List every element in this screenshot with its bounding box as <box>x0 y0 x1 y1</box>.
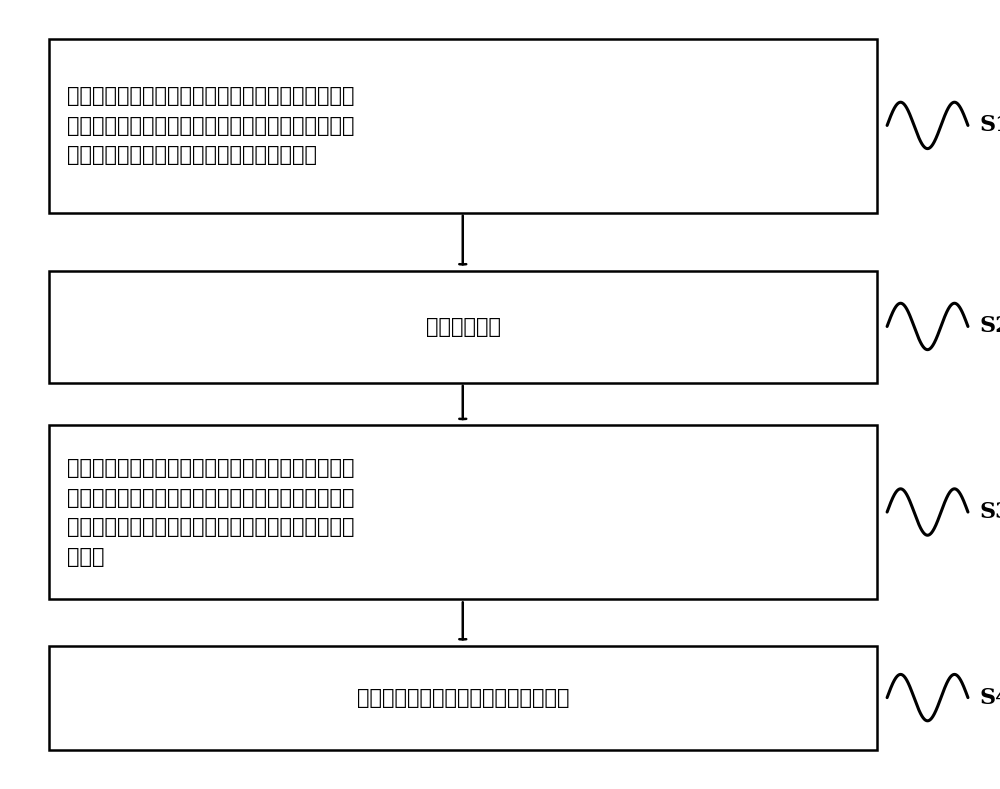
Text: 输入待判定图像，得到细胞核分割结果: 输入待判定图像，得到细胞核分割结果 <box>357 688 570 708</box>
Text: 获取原始内窥镜图像，对内窥镜图像进行细胞核的像
素级标注，获取细胞核的掩码图像，并掩码图像与内
窥镜图像一并分成训练集、验证集以及测试集: 获取原始内窥镜图像，对内窥镜图像进行细胞核的像 素级标注，获取细胞核的掩码图像，… <box>67 86 354 166</box>
Text: S2: S2 <box>980 316 1000 338</box>
Text: 训练数据集进行数据增强后输入至所述卷积神经网络
中进行迭代训练，并使用验证集判断迭代训练是否完
成，使用测试集判定训练结果是否合格，得到训练好
的模型: 训练数据集进行数据增强后输入至所述卷积神经网络 中进行迭代训练，并使用验证集判断… <box>67 458 354 567</box>
Text: 搭建网络模型: 搭建网络模型 <box>426 317 501 337</box>
Text: S1: S1 <box>980 114 1000 136</box>
Bar <box>49 645 877 750</box>
Bar <box>49 425 877 600</box>
Text: S4: S4 <box>980 686 1000 709</box>
Bar <box>49 39 877 213</box>
Text: S3: S3 <box>980 501 1000 523</box>
Bar <box>49 271 877 383</box>
